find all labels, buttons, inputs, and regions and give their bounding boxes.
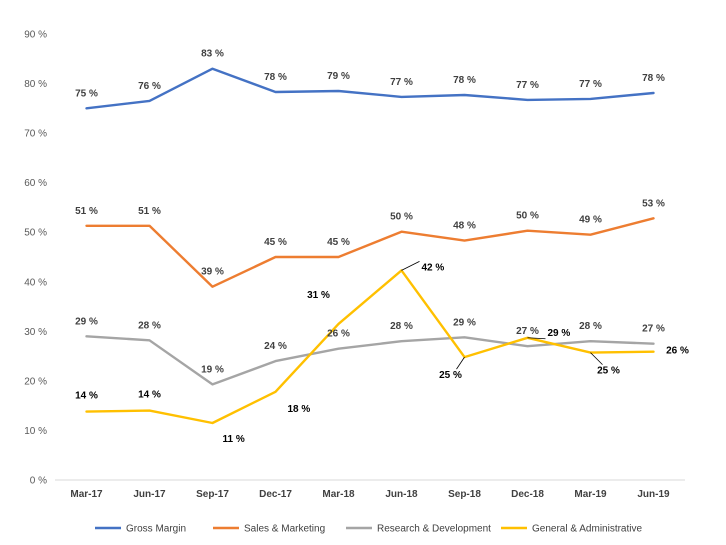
legend-label: Research & Development: [377, 524, 491, 535]
x-tick-label: Dec-18: [511, 489, 544, 500]
data-label: 31 %: [307, 290, 330, 301]
y-tick-label: 20 %: [24, 376, 47, 387]
data-label: 50 %: [390, 212, 413, 223]
data-label: 29 %: [453, 317, 476, 328]
series-line-2: [85, 335, 655, 386]
label-leader-line: [527, 337, 546, 340]
series-line-1: [85, 217, 655, 288]
data-label: 50 %: [516, 211, 539, 222]
data-label: 39 %: [201, 267, 224, 278]
data-label: 45 %: [264, 237, 287, 248]
data-label: 28 %: [579, 321, 602, 332]
data-label: 42 %: [422, 262, 445, 273]
label-leader-line: [590, 352, 603, 365]
series-line-3: [85, 269, 655, 425]
y-tick-label: 60 %: [24, 178, 47, 189]
y-tick-label: 40 %: [24, 277, 47, 288]
data-label: 53 %: [642, 198, 665, 209]
x-tick-label: Sep-18: [448, 489, 481, 500]
data-label: 28 %: [138, 320, 161, 331]
data-label: 78 %: [453, 75, 476, 86]
y-tick-label: 0 %: [30, 476, 47, 487]
legend-label: Gross Margin: [126, 524, 186, 535]
data-label: 83 %: [201, 49, 224, 60]
data-label: 77 %: [390, 77, 413, 88]
legend-label: Sales & Marketing: [244, 524, 325, 535]
data-label: 76 %: [138, 81, 161, 92]
series-line-0: [85, 67, 655, 110]
y-tick-label: 30 %: [24, 327, 47, 338]
data-label: 29 %: [548, 328, 571, 339]
label-leader-line: [401, 261, 420, 271]
data-label: 18 %: [288, 404, 311, 415]
data-label: 78 %: [264, 72, 287, 83]
data-label: 24 %: [264, 341, 287, 352]
data-label: 27 %: [516, 326, 539, 337]
data-label: 27 %: [642, 324, 665, 335]
data-label: 26 %: [666, 346, 689, 357]
data-label: 75 %: [75, 88, 98, 99]
x-tick-label: Jun-17: [133, 489, 166, 500]
data-label: 25 %: [597, 366, 620, 377]
data-label: 25 %: [439, 370, 462, 381]
x-tick-label: Mar-19: [574, 489, 607, 500]
data-label: 14 %: [75, 391, 98, 402]
data-label: 78 %: [642, 73, 665, 84]
data-label: 45 %: [327, 237, 350, 248]
y-tick-label: 10 %: [24, 426, 47, 437]
y-tick-label: 90 %: [24, 30, 47, 41]
x-tick-label: Dec-17: [259, 489, 292, 500]
data-label: 51 %: [75, 206, 98, 217]
data-label: 49 %: [579, 215, 602, 226]
legend: Gross Margin Sales & Marketing Research & …: [95, 524, 642, 535]
y-tick-label: 70 %: [24, 129, 47, 140]
data-label: 77 %: [516, 80, 539, 91]
x-axis: Mar-17 Jun-17 Sep-17 Dec-17 Mar-18 Jun-18 Sep-…: [55, 479, 685, 500]
data-labels: 75 % 76 % 83 % 78 % 79 % 77 % 78 % 77 % 77 % 78 %…: [75, 49, 689, 445]
data-label: 26 %: [327, 329, 350, 340]
legend-label: General & Administrative: [532, 524, 642, 535]
data-label: 77 %: [579, 79, 602, 90]
data-label: 11 %: [223, 434, 245, 445]
data-label: 79 %: [327, 71, 350, 82]
label-leader-line: [456, 356, 465, 370]
data-label: 14 %: [138, 390, 161, 401]
y-tick-label: 80 %: [24, 79, 47, 90]
x-tick-label: Sep-17: [196, 489, 229, 500]
data-label: 51 %: [138, 206, 161, 217]
series-lines: [85, 67, 655, 425]
x-tick-label: Mar-17: [70, 489, 103, 500]
x-tick-label: Jun-19: [637, 489, 670, 500]
data-label: 28 %: [390, 321, 413, 332]
x-tick-label: Jun-18: [385, 489, 418, 500]
data-label: 29 %: [75, 316, 98, 327]
x-tick-label: Mar-18: [322, 489, 355, 500]
data-label: 19 %: [201, 364, 224, 375]
y-axis: 0 % 10 % 20 % 30 % 40 % 50 % 60 % 70 % 80 % 90 %: [24, 30, 47, 487]
y-tick-label: 50 %: [24, 228, 47, 239]
data-label: 48 %: [453, 221, 476, 232]
